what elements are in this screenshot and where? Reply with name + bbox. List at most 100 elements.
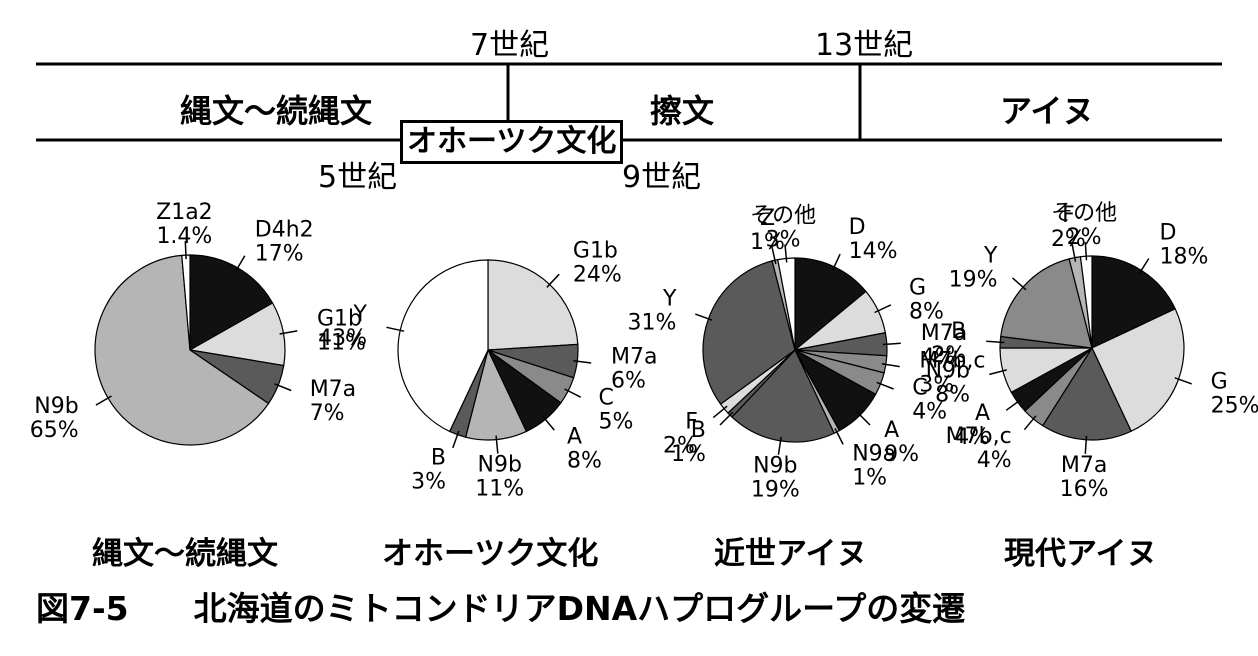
slice-label: B	[431, 446, 446, 471]
slice-value-label: 4%	[977, 448, 1012, 473]
slice-label: G1b	[317, 306, 362, 331]
pie-slice-g1b	[487, 259, 579, 351]
slice-label: N9b	[34, 394, 78, 419]
slice-value-label: 11%	[475, 476, 524, 501]
slice-value-label: 19%	[949, 268, 998, 293]
slice-label: N9b	[926, 358, 970, 383]
leader-line	[712, 405, 728, 419]
slice-value-label: 11%	[317, 330, 366, 355]
slice-value-label: 25%	[1211, 394, 1258, 419]
leader-line	[184, 241, 187, 260]
leader-line	[989, 369, 1007, 376]
slice-label: G1b	[573, 239, 618, 264]
leader-line	[882, 342, 901, 346]
leader-line	[856, 411, 871, 426]
figure-number: 図7-5	[36, 589, 129, 628]
century-label-5: 5世紀	[318, 160, 398, 195]
leader-line	[1084, 435, 1088, 454]
slice-label: D4h2	[255, 218, 314, 243]
timeline: 7世紀 13世紀 縄文～続縄文 擦文 アイヌ オホーツク文化 5世紀 9世紀	[0, 0, 1258, 200]
slice-value-label: 3%	[411, 470, 446, 495]
slice-value-label: 2%	[1051, 227, 1086, 252]
leader-line	[1138, 258, 1150, 275]
slice-label: N9a	[852, 441, 896, 466]
figure-caption: 図7-5 北海道のミトコンドリアDNAハプログループの変遷	[36, 582, 965, 630]
slice-value-label: 3%	[919, 373, 954, 398]
pie-title-early-modern-ainu: 近世アイヌ	[714, 536, 868, 572]
leader-line	[777, 436, 782, 455]
slice-value-label: 9%	[884, 442, 919, 467]
leader-line	[719, 411, 734, 426]
slice-label: B	[691, 418, 706, 443]
leader-line	[279, 330, 298, 335]
slice-value-label: 65%	[30, 418, 79, 443]
pie-charts: D4h217%G1b11%M7a7%N9b65%Z1a21.4%G1b24%M7…	[30, 200, 1258, 503]
slice-label: Y	[983, 244, 998, 269]
slice-label: D	[849, 215, 866, 240]
pie-chart-3: D18%G25%M7a16%M7b,c4%A4%N9b8%B2%Y19%F2%そ…	[926, 201, 1258, 502]
slice-label: M7a	[310, 377, 356, 402]
century-label-9: 9世紀	[622, 160, 702, 195]
slice-value-label: 43%	[318, 326, 367, 351]
slice-label: Z	[760, 206, 775, 231]
slice-value-label: 1.4%	[156, 224, 212, 249]
leader-line	[695, 313, 713, 321]
slice-label: M7b,c	[919, 349, 985, 374]
leader-line	[1071, 243, 1077, 262]
slice-label: F	[1062, 203, 1075, 228]
slice-value-label: 14%	[849, 239, 898, 264]
slice-label: A	[567, 425, 582, 450]
leader-line	[546, 273, 560, 288]
leader-line	[274, 383, 292, 392]
slice-value-label: 4%	[955, 425, 990, 450]
pie-title-modern-ainu: 現代アイヌ	[1004, 536, 1158, 572]
era-ainu: アイヌ	[1000, 92, 1095, 130]
timeline-lines	[36, 62, 1222, 142]
slice-value-label: 6%	[611, 369, 646, 394]
slice-label: C	[599, 385, 614, 410]
leader-line	[564, 388, 582, 398]
leader-line	[881, 363, 900, 368]
slice-label: D	[1160, 221, 1177, 246]
slice-value-label: 24%	[573, 263, 622, 288]
era-satsumon: 擦文	[650, 92, 715, 130]
pie-chart-2: D14%G8%M7a4%M7b,c3%C4%A9%N9a1%N9b19%B1%F…	[627, 204, 985, 503]
leader-line	[1023, 415, 1037, 431]
slice-value-label: 4%	[921, 345, 956, 370]
leader-line	[495, 435, 499, 454]
century-label-13: 13世紀	[815, 28, 914, 63]
slice-label: F	[685, 409, 698, 434]
leader-line	[1084, 242, 1088, 261]
slice-value-label: 8%	[909, 299, 944, 324]
slice-value-label: 4%	[912, 399, 947, 424]
slice-label: M7a	[1061, 453, 1107, 478]
slice-label: Z1a2	[156, 200, 213, 225]
leader-line	[876, 381, 894, 390]
leader-line	[452, 430, 460, 449]
slice-label: A	[975, 401, 990, 426]
leader-line	[771, 246, 777, 265]
leader-line	[1174, 377, 1192, 385]
slice-label: Y	[353, 302, 368, 327]
pie-title-okhotsk: オホーツク文化	[382, 536, 599, 572]
leader-line	[542, 415, 555, 431]
leader-line	[1005, 399, 1022, 411]
leader-line	[573, 360, 592, 364]
slice-value-label: 2%	[1067, 225, 1102, 250]
slice-value-label: 1%	[852, 465, 887, 490]
slice-value-label: 8%	[567, 449, 602, 474]
slice-value-label: 16%	[1060, 477, 1109, 502]
figure-caption-text: 北海道のミトコンドリアDNAハプログループの変遷	[193, 589, 966, 628]
slice-value-label: 19%	[751, 477, 800, 502]
slice-value-label: 5%	[599, 409, 634, 434]
slice-label: N9b	[753, 453, 797, 478]
slice-label: C	[912, 375, 927, 400]
era-jomon: 縄文～続縄文	[180, 92, 373, 130]
leader-line	[386, 326, 405, 332]
okhotsk-culture-box: オホーツク文化	[400, 120, 624, 164]
leader-line	[235, 255, 246, 272]
slice-label: M7a	[921, 321, 967, 346]
slice-label: G	[909, 275, 926, 300]
